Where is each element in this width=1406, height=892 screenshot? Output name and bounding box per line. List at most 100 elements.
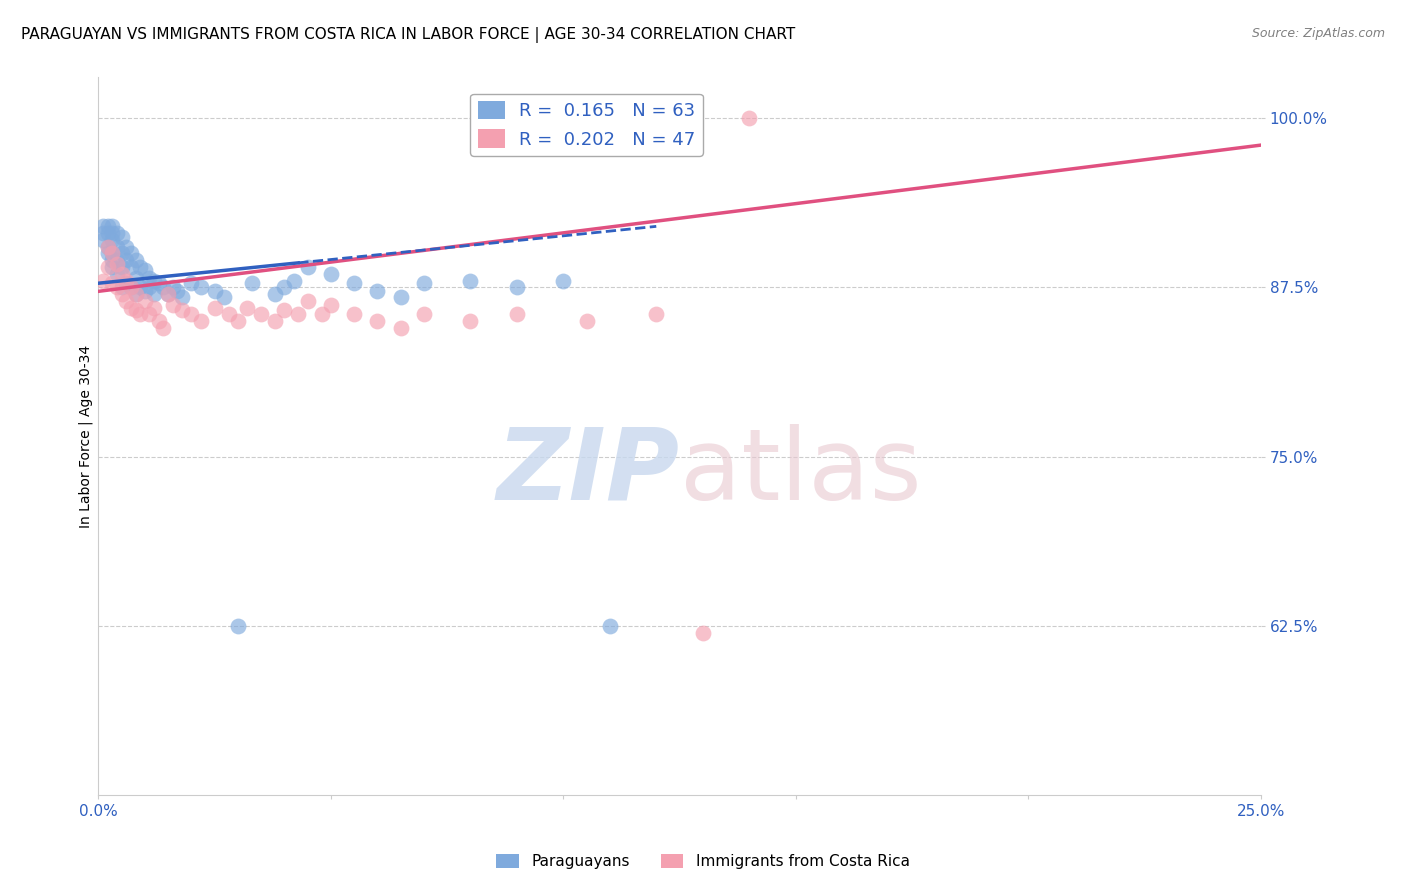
Point bbox=[692, 625, 714, 640]
Point bbox=[297, 293, 319, 308]
Point bbox=[101, 219, 124, 234]
Point bbox=[105, 267, 128, 281]
Point bbox=[190, 280, 212, 294]
Point bbox=[91, 219, 114, 234]
Text: PARAGUAYAN VS IMMIGRANTS FROM COSTA RICA IN LABOR FORCE | AGE 30-34 CORRELATION : PARAGUAYAN VS IMMIGRANTS FROM COSTA RICA… bbox=[21, 27, 796, 43]
Point bbox=[105, 240, 128, 254]
Point bbox=[105, 226, 128, 240]
Point bbox=[115, 253, 138, 268]
Point bbox=[101, 246, 124, 260]
Point bbox=[458, 314, 481, 328]
Point bbox=[738, 111, 761, 125]
Point bbox=[101, 246, 124, 260]
Point bbox=[273, 280, 295, 294]
Point bbox=[115, 273, 138, 287]
Point bbox=[97, 240, 120, 254]
Point bbox=[204, 301, 226, 315]
Point bbox=[134, 285, 156, 299]
Point bbox=[264, 314, 287, 328]
Point bbox=[120, 280, 142, 294]
Point bbox=[226, 619, 249, 633]
Point bbox=[162, 280, 184, 294]
Point bbox=[105, 253, 128, 268]
Point bbox=[319, 298, 342, 312]
Point bbox=[134, 293, 156, 308]
Point bbox=[115, 277, 138, 291]
Point bbox=[110, 280, 132, 294]
Legend: R =  0.165   N = 63, R =  0.202   N = 47: R = 0.165 N = 63, R = 0.202 N = 47 bbox=[471, 94, 703, 156]
Point bbox=[264, 287, 287, 301]
Point bbox=[180, 307, 202, 321]
Point bbox=[120, 301, 142, 315]
Point bbox=[115, 293, 138, 308]
Point bbox=[91, 273, 114, 287]
Point bbox=[91, 226, 114, 240]
Point bbox=[287, 307, 309, 321]
Point bbox=[506, 280, 529, 294]
Point bbox=[204, 285, 226, 299]
Point bbox=[170, 290, 193, 304]
Point bbox=[138, 280, 160, 294]
Point bbox=[389, 290, 412, 304]
Point bbox=[157, 287, 180, 301]
Point bbox=[101, 260, 124, 274]
Point bbox=[91, 233, 114, 247]
Point bbox=[138, 270, 160, 285]
Point bbox=[143, 273, 166, 287]
Text: Source: ZipAtlas.com: Source: ZipAtlas.com bbox=[1251, 27, 1385, 40]
Point bbox=[170, 303, 193, 318]
Point bbox=[180, 277, 202, 291]
Point bbox=[124, 270, 146, 285]
Point bbox=[236, 301, 259, 315]
Point bbox=[101, 277, 124, 291]
Point bbox=[575, 314, 598, 328]
Y-axis label: In Labor Force | Age 30-34: In Labor Force | Age 30-34 bbox=[79, 344, 93, 528]
Point bbox=[366, 285, 388, 299]
Point bbox=[157, 287, 180, 301]
Point bbox=[311, 307, 333, 321]
Point bbox=[124, 303, 146, 318]
Text: ZIP: ZIP bbox=[496, 424, 679, 521]
Point bbox=[124, 253, 146, 268]
Point bbox=[218, 307, 240, 321]
Point bbox=[152, 280, 174, 294]
Point bbox=[366, 314, 388, 328]
Point bbox=[124, 287, 146, 301]
Point bbox=[97, 246, 120, 260]
Legend: Paraguayans, Immigrants from Costa Rica: Paraguayans, Immigrants from Costa Rica bbox=[491, 848, 915, 875]
Point bbox=[97, 240, 120, 254]
Point bbox=[120, 246, 142, 260]
Point bbox=[250, 307, 273, 321]
Point bbox=[97, 260, 120, 274]
Point bbox=[343, 277, 366, 291]
Point bbox=[105, 257, 128, 271]
Point bbox=[389, 321, 412, 335]
Point bbox=[599, 619, 621, 633]
Point bbox=[212, 290, 235, 304]
Point bbox=[110, 230, 132, 244]
Point bbox=[105, 280, 128, 294]
Text: atlas: atlas bbox=[679, 424, 921, 521]
Point bbox=[110, 246, 132, 260]
Point bbox=[110, 267, 132, 281]
Point bbox=[166, 285, 188, 299]
Point bbox=[152, 321, 174, 335]
Point bbox=[458, 273, 481, 287]
Point bbox=[240, 277, 263, 291]
Point bbox=[124, 287, 146, 301]
Point bbox=[138, 307, 160, 321]
Point bbox=[129, 307, 152, 321]
Point bbox=[148, 277, 170, 291]
Point bbox=[645, 307, 668, 321]
Point bbox=[143, 287, 166, 301]
Point bbox=[412, 307, 434, 321]
Point bbox=[97, 219, 120, 234]
Point bbox=[110, 287, 132, 301]
Point bbox=[273, 303, 295, 318]
Point bbox=[148, 314, 170, 328]
Point bbox=[506, 307, 529, 321]
Point bbox=[110, 260, 132, 274]
Point bbox=[120, 260, 142, 274]
Point bbox=[162, 298, 184, 312]
Point bbox=[190, 314, 212, 328]
